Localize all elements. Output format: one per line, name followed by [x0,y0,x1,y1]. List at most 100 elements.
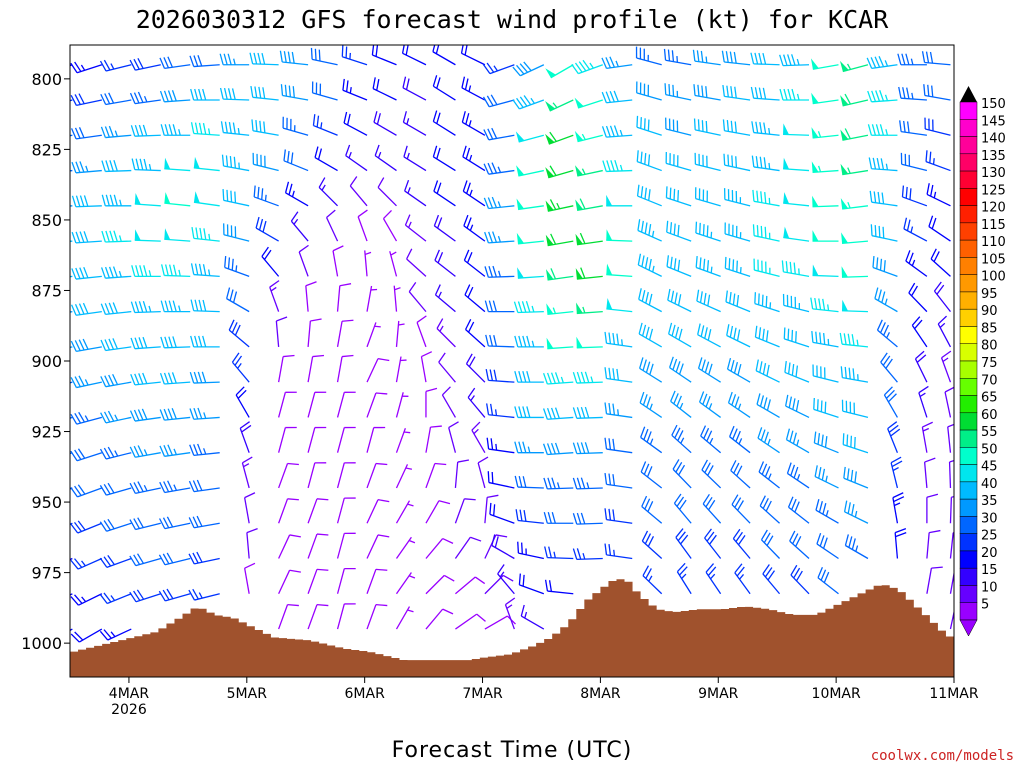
wind-barb [70,99,73,102]
wind-barb [760,529,781,559]
wind-barb [504,597,516,630]
credit-text: coolwx.com/models [871,748,1014,764]
wind-barb [100,410,132,424]
wind-barb [937,315,952,348]
wind-barb [70,452,73,455]
wind-barb [751,121,780,136]
wind-barb [517,541,544,560]
wind-barb [872,256,898,277]
wind-barb [131,158,161,172]
wind-barb [251,119,279,136]
wind-barb [704,528,722,559]
wind-barb [914,350,928,383]
wind-barb [841,299,868,313]
colorbar-label: 10 [981,580,998,595]
wind-barb [928,215,951,242]
wind-barb [220,121,250,136]
x-axis-label: Forecast Time (UTC) [392,738,633,763]
colorbar-label: 95 [981,287,998,302]
wind-barb [100,302,132,315]
wind-barb [336,391,356,418]
wind-barb [275,316,288,347]
wind-barb [701,459,722,489]
colorbar-label: 45 [981,460,998,475]
wind-barb [129,589,161,603]
wind-barb [724,256,751,277]
wind-barb [71,266,102,280]
wind-barb [464,319,486,348]
wind-barb [604,472,633,489]
colorbar-label: 145 [981,114,1006,129]
wind-barb [544,546,574,560]
wind-barb [604,367,633,383]
wind-barb [70,411,102,425]
wind-barb [389,251,398,277]
wind-barb [366,285,378,312]
wind-barb [483,127,515,141]
wind-barb [785,428,810,454]
wind-barb [249,52,279,66]
colorbar-label: 15 [981,563,998,578]
colorbar-swatch [959,550,978,569]
wind-barb [783,123,810,136]
wind-barb [101,230,132,243]
wind-barb [698,391,722,418]
wind-barb [366,462,388,489]
wind-barb [189,371,220,384]
wind-barb [636,184,662,207]
wind-barb [894,528,907,559]
wind-barb [638,288,662,313]
wind-barb [193,156,220,172]
wind-barb [787,496,810,524]
wind-barb [70,522,73,526]
wind-barb [159,90,191,103]
wind-barb [779,54,810,67]
wind-barb [880,352,898,383]
colorbar-label: 50 [981,442,998,457]
y-tick-label: 925 [31,423,62,442]
wind-barb [814,465,839,489]
wind-barb [70,134,73,137]
wind-barb [219,53,250,66]
wind-barb [514,475,544,489]
wind-barb [484,494,499,524]
wind-barb [100,92,132,106]
wind-barb [246,528,258,559]
wind-barb [497,564,515,595]
wind-barb [639,357,663,383]
wind-barb [70,93,102,107]
wind-barb [129,91,161,105]
wind-barb [668,356,692,383]
wind-barb [750,86,780,101]
wind-barb [930,248,951,277]
wind-barb [164,192,191,207]
wind-barb [252,152,279,172]
wind-barb [866,55,898,70]
wind-barb [190,299,220,313]
wind-barb [722,119,751,136]
wind-barb [668,322,692,348]
wind-barb [572,406,603,419]
wind-barb [99,554,132,569]
wind-barb [467,387,486,418]
colorbar-label: 125 [981,183,1006,198]
wind-barb [462,180,486,207]
wind-barb [278,498,299,524]
wind-barbs [70,45,954,643]
wind-barb [926,493,939,524]
wind-barb [70,275,73,278]
wind-barb [759,495,780,524]
wind-barb [874,287,898,313]
wind-barb [571,59,603,75]
wind-barb [70,310,73,313]
wind-barb [785,394,810,419]
wind-barb [307,603,329,630]
wind-barb [729,425,751,454]
wind-barb [463,214,486,242]
x-tick-label: 4MAR [109,686,150,702]
wind-barb [697,357,721,383]
wind-barb [786,462,810,489]
wind-barb [546,268,574,281]
wind-barb [70,593,103,606]
